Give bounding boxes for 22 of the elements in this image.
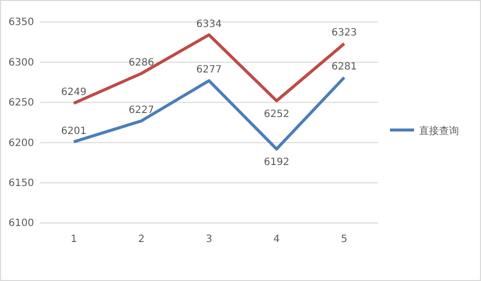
x-tick-label: 3 — [206, 234, 212, 246]
data-label: 6249 — [61, 87, 87, 98]
data-label: 6192 — [264, 157, 290, 168]
data-label: 6201 — [61, 126, 87, 137]
x-tick-label: 2 — [138, 234, 145, 246]
data-label: 6323 — [331, 28, 357, 39]
y-tick-label: 6300 — [8, 57, 34, 68]
x-tick-label: 5 — [341, 234, 348, 246]
data-label: 6227 — [128, 104, 154, 116]
x-tick-label: 4 — [273, 234, 280, 246]
y-tick-label: 6250 — [8, 98, 34, 109]
data-label: 6334 — [196, 18, 222, 30]
data-label: 6286 — [128, 57, 154, 68]
y-tick-label: 6200 — [8, 138, 34, 149]
y-tick-label: 6100 — [8, 218, 34, 230]
x-tick-label: 1 — [70, 234, 77, 246]
y-tick-label: 6350 — [8, 17, 34, 28]
data-label: 6277 — [196, 64, 222, 76]
data-label: 6252 — [264, 108, 290, 120]
legend-label: 直接查询 — [419, 125, 459, 137]
y-tick-label: 6150 — [8, 178, 34, 189]
data-label: 6281 — [331, 61, 357, 72]
